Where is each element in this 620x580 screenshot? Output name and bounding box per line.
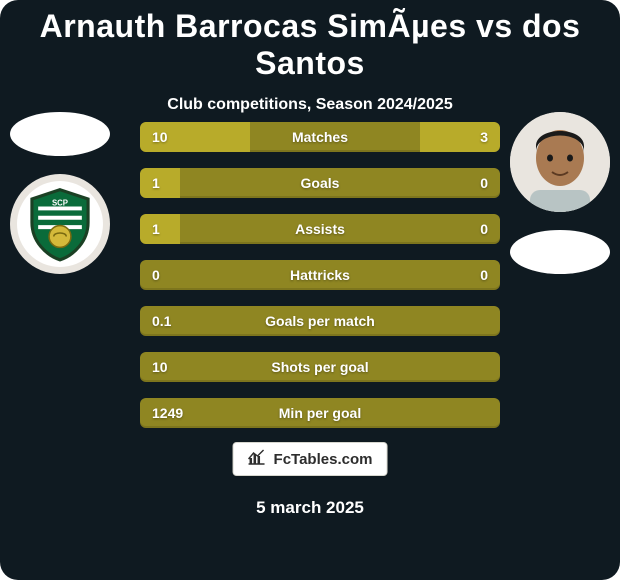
stat-row: 1Goals0 [140,168,500,198]
bar-right-value: 0 [428,221,488,237]
player-photo-right [510,112,610,212]
bar-right-value: 0 [428,175,488,191]
bar-right-value: 3 [428,129,488,145]
stat-row: 10Matches3 [140,122,500,152]
stat-row: 0.1Goals per match [140,306,500,336]
bar-label: Assists [212,221,428,237]
right-player-column [510,112,610,274]
bar-label: Goals [212,175,428,191]
page-title: Arnauth Barrocas SimÃµes vs dos Santos [0,8,620,82]
bar-left-value: 1 [152,175,212,191]
bar-label: Min per goal [212,405,428,421]
chart-icon [248,449,266,469]
bar-label: Goals per match [212,313,428,329]
bar-left-value: 10 [152,359,212,375]
left-player-column: SCP [10,112,110,274]
bar-left-value: 1 [152,221,212,237]
svg-text:SCP: SCP [52,198,68,207]
club-badge-left: SCP [10,174,110,274]
sporting-badge-icon: SCP [17,181,103,267]
source-label: FcTables.com [274,451,373,468]
bar-label: Matches [212,129,428,145]
bar-left-value: 10 [152,129,212,145]
club-badge-placeholder-right [510,230,610,274]
stat-row: 0Hattricks0 [140,260,500,290]
date-text: 5 march 2025 [0,498,620,518]
stat-row: 10Shots per goal [140,352,500,382]
player-photo-placeholder-left [10,112,110,156]
bar-right-value: 0 [428,267,488,283]
source-badge: FcTables.com [233,442,388,476]
stat-row: 1249Min per goal [140,398,500,428]
bar-left-value: 0.1 [152,313,212,329]
bar-left-value: 0 [152,267,212,283]
bar-label: Hattricks [212,267,428,283]
bar-label: Shots per goal [212,359,428,375]
comparison-card: Arnauth Barrocas SimÃµes vs dos Santos C… [0,0,620,580]
stat-bars: 10Matches31Goals01Assists00Hattricks00.1… [140,122,500,444]
stat-row: 1Assists0 [140,214,500,244]
bar-left-value: 1249 [152,405,212,421]
